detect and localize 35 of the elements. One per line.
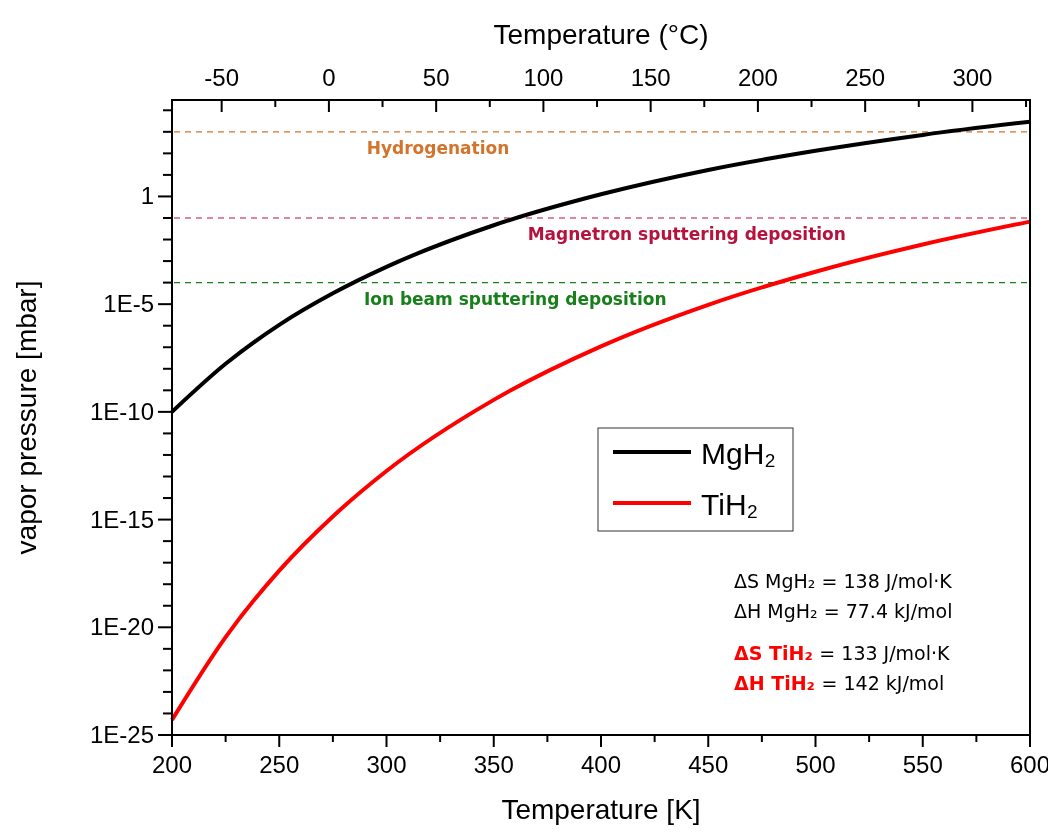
y-tick-label: 1 <box>140 182 154 210</box>
x2-tick-label: 100 <box>523 64 564 91</box>
y-tick-label: 1E-15 <box>89 505 154 533</box>
x-tick-label: 200 <box>151 751 193 778</box>
y-tick-label: 1E-25 <box>89 721 154 748</box>
x-tick-label: 250 <box>259 751 300 778</box>
y-tick-label: 1E-5 <box>103 290 154 318</box>
legend-label: TiH₂ <box>701 488 759 521</box>
x2-tick-label: 0 <box>322 64 336 91</box>
y-tick-label: 1E-20 <box>89 613 154 641</box>
y-axis-title: vapor pressure [mbar] <box>11 280 42 555</box>
x2-tick-label: 200 <box>737 64 778 91</box>
line-series <box>170 219 1032 722</box>
ref-line-label: Ion beam sputtering deposition <box>363 288 667 309</box>
ref-line-label: Hydrogenation <box>366 137 510 158</box>
annotation: ΔH TiH₂ = 142 kJ/mol <box>734 672 945 694</box>
x-tick-label: 350 <box>473 751 514 778</box>
annotation: ΔH MgH₂ = 77.4 kJ/mol <box>734 600 953 622</box>
x-tick-label: 500 <box>795 751 836 778</box>
x2-tick-label: 150 <box>630 64 671 91</box>
y-tick-label: 1E-10 <box>89 397 154 425</box>
x2-tick-label: 50 <box>422 64 450 91</box>
annotation: ΔS TiH₂ = 133 J/mol·K <box>734 642 951 664</box>
x-axis-title: Temperature [K] <box>501 794 701 825</box>
x-tick-label: 450 <box>688 751 729 778</box>
ref-line-label: Magnetron sputtering deposition <box>527 223 846 244</box>
x2-tick-label: 300 <box>952 64 993 91</box>
x2-axis-title: Temperature (°C) <box>493 19 709 50</box>
x-tick-label: 400 <box>580 751 622 778</box>
x2-tick-label: -50 <box>204 64 239 91</box>
x2-tick-label: 250 <box>845 64 886 91</box>
x-tick-label: 550 <box>902 751 943 778</box>
annotation: ΔS MgH₂ = 138 J/mol·K <box>734 570 953 592</box>
x-tick-label: 300 <box>366 751 407 778</box>
legend-label: MgH₂ <box>701 437 776 470</box>
